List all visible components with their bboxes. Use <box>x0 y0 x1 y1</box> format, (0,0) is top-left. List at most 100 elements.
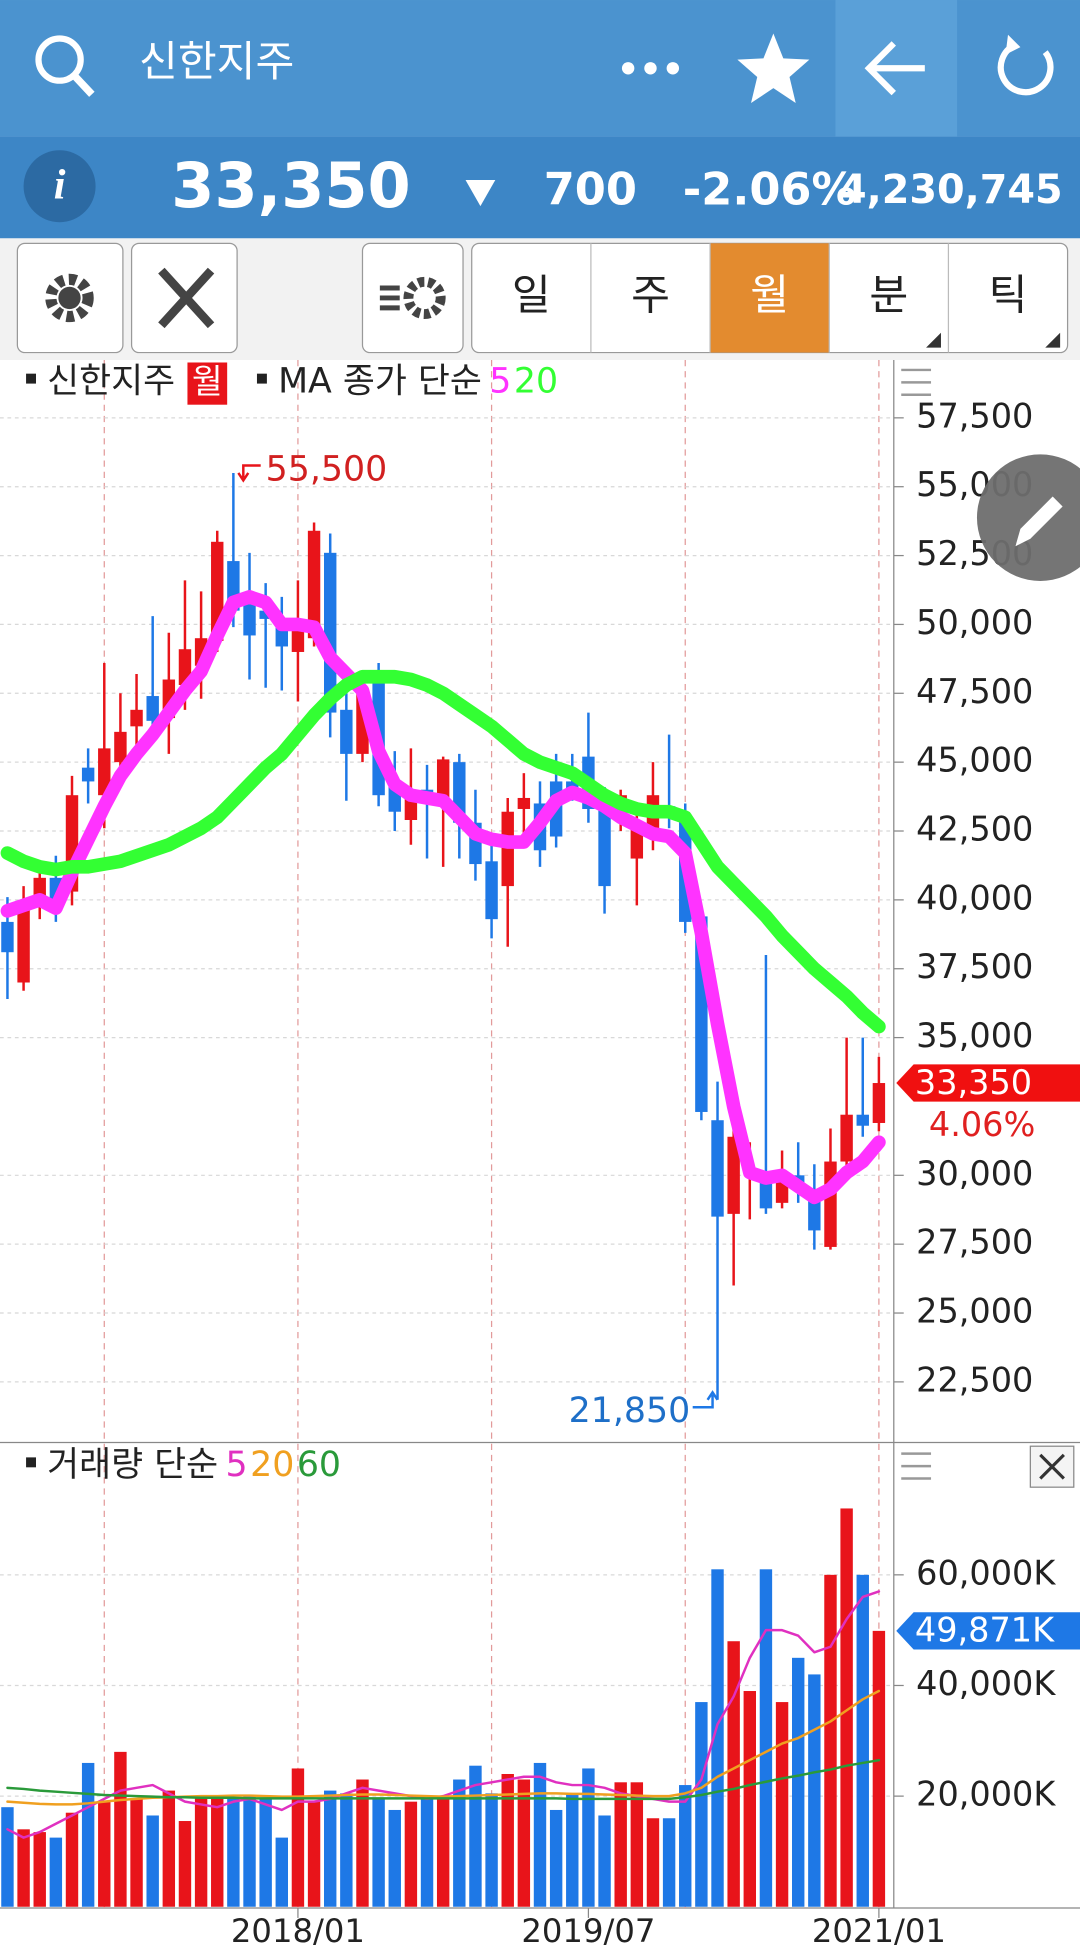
y-tick-label: 45,000 <box>916 741 1033 780</box>
volume-bar <box>356 1779 369 1907</box>
legend-entry: 20 <box>514 361 558 401</box>
volume-bar <box>81 1762 95 1907</box>
candle-body <box>324 552 337 713</box>
volume-bar <box>792 1657 805 1907</box>
candle-body <box>243 596 256 636</box>
stock-name: 신한지주 <box>139 37 294 86</box>
search-icon[interactable] <box>35 35 84 84</box>
tab[interactable]: 월 <box>750 270 789 319</box>
last-volume-label: 49,871K <box>915 1611 1055 1650</box>
legend-entry: 5 <box>489 361 511 401</box>
volume-bar <box>614 1782 627 1907</box>
tab-active <box>710 243 830 353</box>
last-price-tag <box>896 1064 1080 1102</box>
volume-bar <box>1 1807 14 1907</box>
info-button[interactable] <box>23 150 96 223</box>
legend-entry: 5 <box>226 1445 248 1485</box>
volume-bar <box>243 1796 256 1907</box>
candle-body <box>872 1083 886 1123</box>
current-price: 33,350 <box>171 149 410 222</box>
min-label: 21,850 <box>569 1391 691 1431</box>
y-tick-label: 40,000 <box>916 878 1033 917</box>
volume-bar <box>211 1796 224 1907</box>
volume-bar <box>727 1641 740 1907</box>
refresh-icon[interactable] <box>997 41 1054 96</box>
refresh-arrow <box>1005 34 1021 55</box>
volume-bar <box>582 1768 595 1907</box>
y-tick-label: 27,500 <box>916 1223 1033 1262</box>
gear-icon <box>403 276 446 320</box>
tab[interactable]: 분 <box>869 270 908 319</box>
candle-body <box>146 696 159 721</box>
volume-bar <box>469 1765 482 1907</box>
last-rate: 4.06% <box>929 1105 1035 1144</box>
volume-bar <box>324 1790 337 1907</box>
volume-bar <box>501 1773 514 1907</box>
volume-bar <box>453 1779 466 1907</box>
candle-body <box>114 731 127 763</box>
volume-bar <box>759 1569 773 1907</box>
volume-bar <box>372 1798 385 1907</box>
edit-icon <box>1015 496 1063 547</box>
y-tick-label: 42,500 <box>916 810 1033 849</box>
legend-square <box>26 1457 36 1468</box>
volume-bar <box>743 1691 756 1907</box>
change-rate: -2.06% <box>683 163 857 215</box>
search-icon-handle <box>71 73 95 97</box>
price-bar <box>0 136 1080 239</box>
y-tick-label: 57,500 <box>916 396 1033 435</box>
candle-body <box>17 905 30 983</box>
y-tick-label: 37,500 <box>916 947 1033 986</box>
menu-icon <box>901 1452 932 1480</box>
tab[interactable]: 일 <box>512 270 551 319</box>
more-icon[interactable] <box>621 62 680 75</box>
max-label: 55,500 <box>266 449 388 489</box>
price-change: 700 <box>544 163 637 215</box>
volume-bar <box>856 1574 869 1907</box>
edit-button[interactable] <box>976 454 1080 581</box>
ma-line <box>0 590 886 1205</box>
volume-bar <box>549 1809 563 1907</box>
volume-bar <box>49 1837 63 1907</box>
volume-bar <box>307 1801 321 1907</box>
y-tick-label: 47,500 <box>916 672 1033 711</box>
close-icon <box>1039 1453 1065 1480</box>
gear-icon <box>45 273 94 323</box>
volume-bar <box>436 1798 450 1907</box>
volume-bar <box>275 1837 288 1907</box>
y-tick-label: 20,000K <box>916 1775 1056 1814</box>
favorite-icon[interactable] <box>737 33 810 104</box>
volume-bar <box>662 1818 676 1907</box>
candle-body <box>598 797 611 887</box>
down-arrow <box>465 180 496 207</box>
candle-body <box>307 530 321 639</box>
menu-icon <box>901 368 932 397</box>
tab[interactable]: 주 <box>631 270 670 319</box>
legend-period: 월 <box>192 362 223 401</box>
volume-bar <box>711 1569 724 1907</box>
volume-bar <box>824 1574 837 1907</box>
x-tick-label: 2021/01 <box>812 1912 946 1946</box>
candle-body <box>775 1180 789 1203</box>
x-tick-label: 2018/01 <box>231 1912 365 1946</box>
volume-bar <box>404 1801 418 1907</box>
candle-body <box>856 1114 869 1126</box>
legend-period-bg <box>187 362 228 405</box>
volume-bar <box>388 1809 401 1907</box>
tab[interactable]: 틱 <box>989 270 1028 319</box>
volume-bar <box>130 1798 143 1907</box>
back-icon[interactable] <box>864 41 925 96</box>
tools-icon <box>158 267 215 329</box>
volume-bar <box>485 1793 498 1907</box>
volume-bar <box>33 1832 46 1907</box>
volume-bar <box>533 1762 547 1907</box>
trade-volume: 4,230,745 <box>839 167 1063 213</box>
candle-body <box>727 1136 740 1214</box>
last-volume-tag <box>896 1612 1080 1650</box>
volume-bar <box>775 1702 789 1907</box>
volume-bar <box>178 1821 192 1907</box>
ma-line <box>0 669 886 1034</box>
legend-square <box>256 373 267 384</box>
